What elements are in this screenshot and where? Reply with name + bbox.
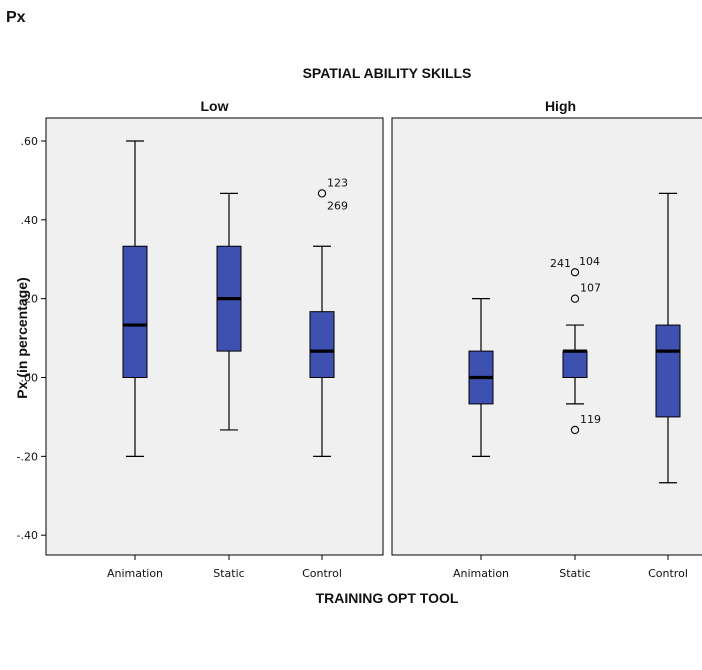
x-tick-label: Control — [302, 567, 342, 580]
x-axis-label: TRAINING OPT TOOL — [316, 590, 459, 606]
outlier-label: 104 — [579, 255, 600, 268]
x-tick-label: Static — [559, 567, 590, 580]
outlier-point — [570, 425, 580, 435]
panel-header — [46, 92, 383, 118]
box — [309, 311, 335, 379]
panel-header-label: Low — [201, 98, 229, 114]
y-tick-label: -.40 — [17, 529, 38, 542]
outlier-label: 123 — [327, 176, 348, 189]
x-tick-label: Animation — [453, 567, 509, 580]
page-label: Px — [6, 9, 26, 26]
outlier-point — [570, 268, 580, 277]
chart-title: SPATIAL ABILITY SKILLS — [303, 65, 472, 81]
y-tick-label: .00 — [21, 372, 39, 385]
x-tick-label: Static — [213, 567, 244, 580]
panel-header-label: High — [545, 98, 576, 114]
outlier-point — [317, 189, 327, 198]
y-tick-label: .40 — [21, 214, 39, 227]
x-tick-label: Animation — [107, 567, 163, 580]
plot-layer: -.40 -.20 .00 .20 .40 .60 Low Animation Static Co… — [17, 92, 702, 580]
y-tick-label: .20 — [21, 293, 39, 306]
outlier-label: 119 — [580, 413, 601, 426]
panel-header — [392, 92, 702, 118]
y-axis-label: Px (in percentage) — [14, 277, 30, 398]
x-tick-label: Control — [648, 567, 688, 580]
y-tick-label: .60 — [21, 135, 39, 148]
box — [655, 324, 681, 418]
box — [562, 350, 588, 378]
outlier-label: 241 — [550, 257, 571, 270]
panel-frame — [391, 117, 702, 556]
outlier-point — [570, 294, 580, 303]
y-tick-label: -.20 — [17, 450, 38, 463]
outlier-label: 269 — [327, 199, 348, 212]
outlier-label: 107 — [580, 282, 601, 295]
box — [122, 245, 148, 378]
